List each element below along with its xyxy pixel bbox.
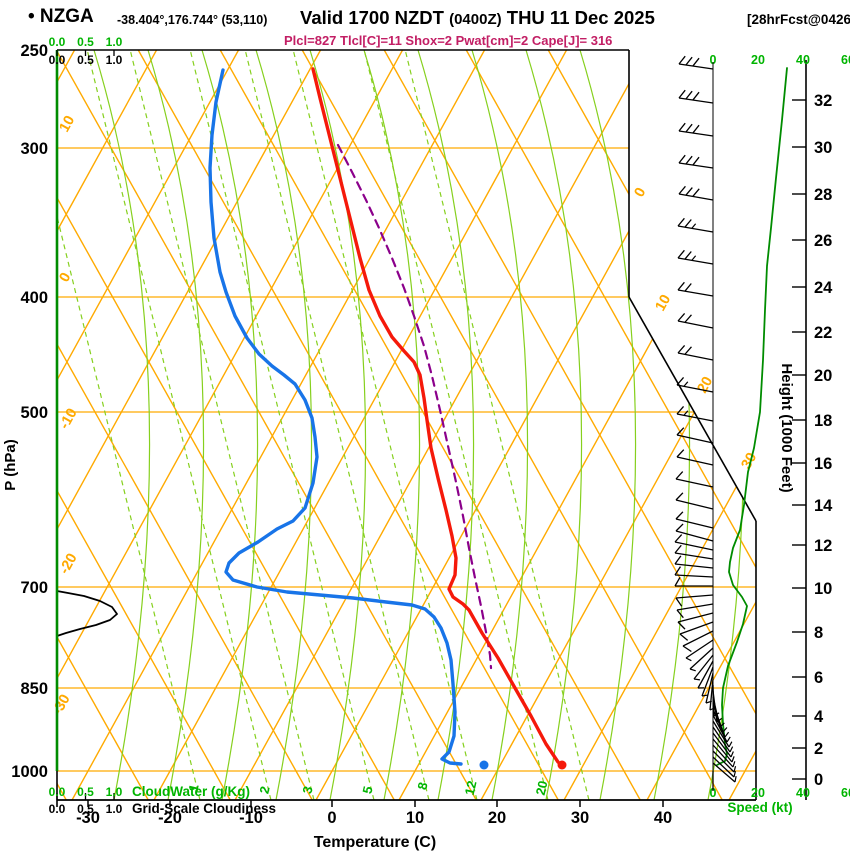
svg-text:1.0: 1.0 — [106, 35, 123, 49]
svg-text:1000: 1000 — [11, 763, 48, 781]
svg-text:-20: -20 — [57, 551, 81, 577]
svg-text:20: 20 — [751, 53, 765, 67]
svg-text:-10: -10 — [57, 406, 81, 432]
svg-text:40: 40 — [654, 809, 672, 827]
svg-text:-20: -20 — [158, 809, 182, 827]
svg-text:20: 20 — [814, 367, 832, 385]
svg-text:60: 60 — [841, 53, 850, 67]
svg-text:30: 30 — [571, 809, 589, 827]
svg-text:0: 0 — [57, 270, 75, 285]
svg-text:-30: -30 — [76, 809, 100, 827]
svg-text:0.5: 0.5 — [77, 35, 94, 49]
cloud-scales: 0.0 0.0 0.0 0.0 0.5 0.5 0.5 0.5 1.0 1.0 1.0 1.0 Clou… — [49, 35, 276, 816]
svg-text:P (hPa): P (hPa) — [2, 439, 19, 490]
svg-text:20: 20 — [695, 374, 717, 396]
svg-text:0: 0 — [710, 786, 717, 800]
svg-text:1.0: 1.0 — [106, 53, 123, 67]
svg-text:1.0: 1.0 — [106, 785, 123, 799]
svg-text:20: 20 — [488, 809, 506, 827]
svg-text:26: 26 — [814, 232, 832, 250]
svg-text:700: 700 — [20, 579, 48, 597]
svg-text:20: 20 — [533, 779, 551, 796]
svg-text:300: 300 — [20, 140, 48, 158]
svg-text:-30: -30 — [50, 692, 74, 718]
svg-text:0: 0 — [710, 53, 717, 67]
station-coords: -38.404°,176.744° (53,110) — [117, 13, 268, 27]
svg-text:0.5: 0.5 — [77, 785, 94, 799]
svg-text:12: 12 — [814, 537, 832, 555]
svg-text:30: 30 — [739, 450, 761, 472]
svg-text:10: 10 — [57, 113, 79, 135]
svg-text:0.0: 0.0 — [49, 802, 66, 816]
svg-text:40: 40 — [796, 786, 810, 800]
svg-text:250: 250 — [20, 42, 48, 60]
svg-text:0.5: 0.5 — [77, 53, 94, 67]
svg-text:40: 40 — [796, 53, 810, 67]
forecast-tag: [28hrFcst@0426z] — [747, 12, 850, 27]
svg-text:24: 24 — [814, 279, 833, 297]
svg-text:0: 0 — [632, 185, 650, 200]
profile-curves — [56, 67, 567, 770]
surface-dewpoint-dot — [479, 760, 489, 770]
svg-text:Height (1000 Feet): Height (1000 Feet) — [778, 363, 795, 492]
wind-barbs — [674, 55, 737, 791]
svg-text:Temperature (C): Temperature (C) — [314, 834, 436, 851]
svg-text:5: 5 — [359, 785, 375, 795]
svg-text:18: 18 — [814, 412, 832, 430]
svg-text:2: 2 — [256, 785, 272, 795]
valid-date: THU 11 Dec 2025 — [501, 7, 655, 28]
valid-zulu: (0400Z) — [449, 11, 502, 28]
svg-text:6: 6 — [814, 669, 823, 687]
svg-text:16: 16 — [814, 455, 832, 473]
svg-text:28: 28 — [814, 186, 832, 204]
svg-text:3: 3 — [299, 785, 315, 795]
svg-text:2: 2 — [814, 740, 823, 758]
svg-text:1: 1 — [185, 783, 201, 793]
svg-text:20: 20 — [751, 786, 765, 800]
svg-text:0.0: 0.0 — [49, 53, 66, 67]
pressure-axis: 250 300 400 500 700 850 1000 P (hPa) — [2, 42, 48, 781]
svg-text:32: 32 — [814, 92, 832, 110]
svg-text:8: 8 — [414, 781, 430, 791]
svg-text:Grid-Scale Cloudiness: Grid-Scale Cloudiness — [132, 801, 276, 816]
svg-text:400: 400 — [20, 289, 48, 307]
svg-text:CloudWater (g/Kg): CloudWater (g/Kg) — [132, 784, 250, 799]
surface-temp-dot — [557, 760, 567, 770]
svg-text:0.0: 0.0 — [49, 35, 66, 49]
svg-text:22: 22 — [814, 324, 832, 342]
svg-text:10: 10 — [814, 580, 832, 598]
svg-text:-10: -10 — [239, 809, 263, 827]
svg-text:0: 0 — [327, 809, 336, 827]
plot-border — [55, 49, 757, 807]
stability-indices: Plcl=827 Tlcl[C]=11 Shox=2 Pwat[cm]=2 Ca… — [284, 33, 613, 48]
svg-text:0.5: 0.5 — [77, 802, 94, 816]
temperature-axis: -30 -20 -10 0 10 20 30 40 Temperature (C) — [76, 800, 672, 851]
station-title: • NZGA — [28, 6, 94, 27]
svg-text:12: 12 — [462, 779, 480, 796]
svg-text:30: 30 — [814, 139, 832, 157]
svg-text:1.0: 1.0 — [106, 802, 123, 816]
valid-time-title: Valid 1700 NZDT (0400Z) THU 11 Dec 2025 — [300, 7, 655, 29]
svg-text:10: 10 — [653, 292, 675, 314]
svg-text:500: 500 — [20, 404, 48, 422]
svg-text:0.0: 0.0 — [49, 785, 66, 799]
svg-text:10: 10 — [406, 809, 424, 827]
svg-text:14: 14 — [814, 497, 833, 515]
speed-axis: 00202040406060Speed (kt) — [710, 53, 850, 815]
svg-text:850: 850 — [20, 680, 48, 698]
svg-text:8: 8 — [814, 624, 823, 642]
svg-text:0: 0 — [814, 771, 823, 789]
svg-text:4: 4 — [814, 708, 824, 726]
valid-main: Valid 1700 NZDT — [300, 7, 450, 28]
svg-text:Speed (kt): Speed (kt) — [727, 800, 792, 815]
svg-text:60: 60 — [841, 786, 850, 800]
